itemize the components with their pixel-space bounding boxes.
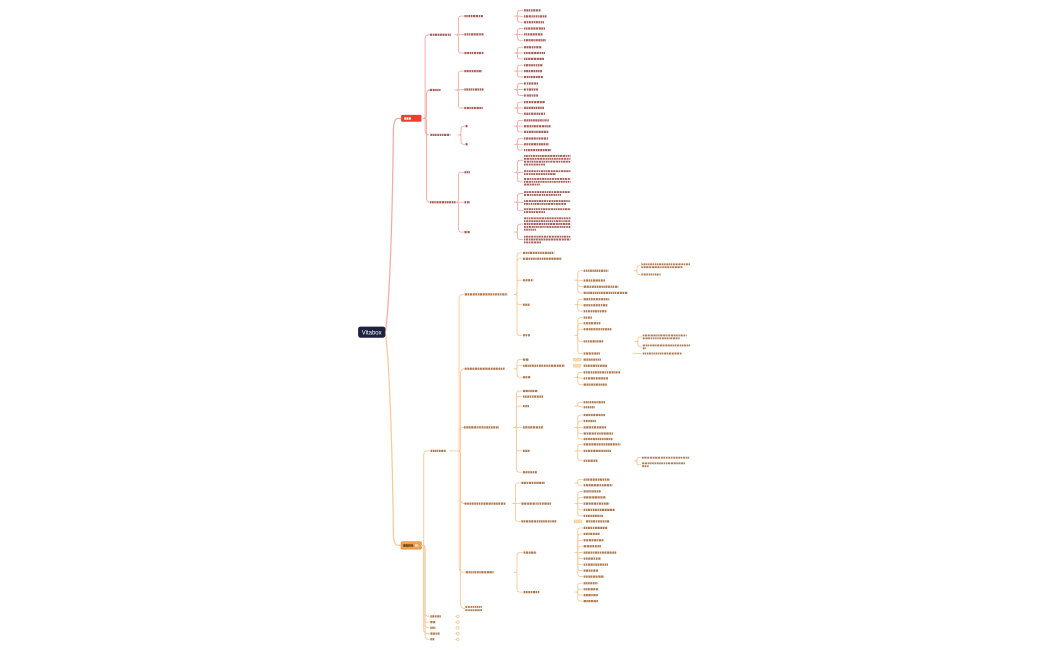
svg-text:Vitabox: Vitabox <box>362 330 382 336</box>
